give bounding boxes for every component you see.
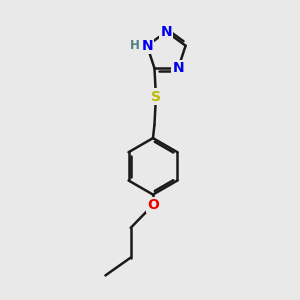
Text: N: N	[172, 61, 184, 75]
Text: N: N	[141, 39, 153, 53]
Text: N: N	[160, 25, 172, 39]
Text: O: O	[147, 198, 159, 212]
Text: S: S	[151, 89, 161, 103]
Text: H: H	[130, 39, 140, 52]
